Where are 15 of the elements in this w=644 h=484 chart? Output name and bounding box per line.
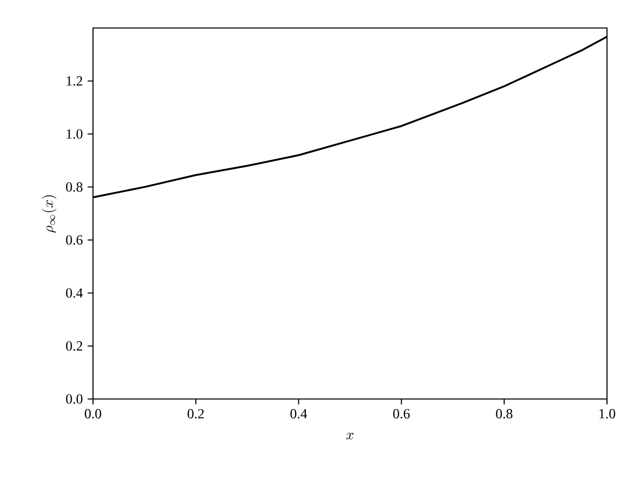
y-tick-label: 0.6: [66, 235, 83, 245]
y-tick-label: 0.4: [66, 288, 83, 298]
x-tick-label: 1.0: [600, 409, 616, 418]
y-tick-label: 0.8: [66, 182, 82, 192]
y-tick-label: 0.2: [66, 341, 82, 351]
x-tick-label: 0.0: [84, 409, 102, 418]
x-tick-label: 0.4: [290, 409, 308, 418]
y-tick-label: 0.0: [66, 394, 82, 404]
x-tick-label: 0.8: [496, 409, 512, 418]
y-axis-title: $\rho_\infty(x)$: [42, 195, 56, 233]
x-tick-label: 0.6: [393, 409, 410, 418]
y-tick-label: 1.2: [66, 76, 82, 86]
x-axis-title: $x$: [346, 432, 354, 440]
x-tick-label: 0.2: [188, 409, 204, 418]
y-tick-label: 1.0: [66, 129, 82, 139]
